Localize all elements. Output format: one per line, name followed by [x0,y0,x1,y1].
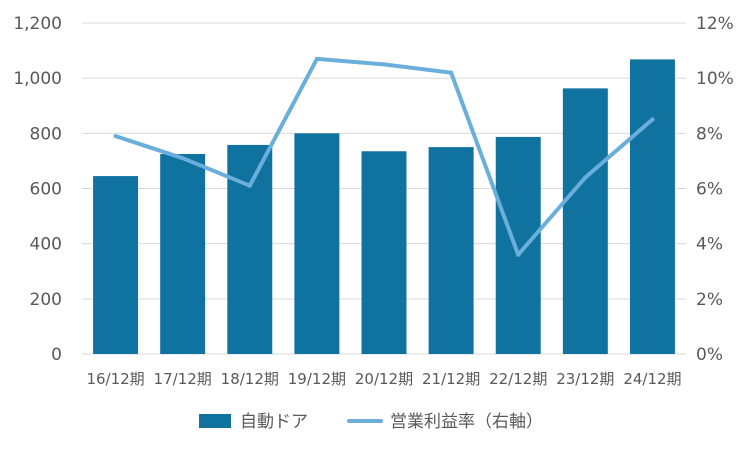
bar-series [93,59,675,354]
y-right-tick-label: 2% [696,290,723,310]
line-point [314,56,319,61]
y-left-tick-label: 600 [30,180,62,200]
x-tick-label: 21/12期 [422,370,480,388]
bar [428,147,474,354]
bar [294,133,340,354]
y-left-tick-label: 200 [30,290,62,310]
bar [629,59,675,354]
bar [562,88,608,354]
x-tick-label: 19/12期 [288,370,346,388]
legend-swatch-bar [199,414,231,428]
category-axis: 16/12期 17/12期 18/12期 19/12期 20/12期 21/12期 22/1… [86,370,681,388]
bar [227,144,273,354]
legend-item-bar: 自動ドア [199,412,308,432]
line-series [113,56,655,257]
x-tick-label: 22/12期 [489,370,547,388]
line-point [516,252,521,257]
legend-item-line: 営業利益率（右軸） [347,412,543,432]
x-tick-label: 20/12期 [355,370,413,388]
x-tick-label: 17/12期 [154,370,212,388]
y-left-tick-label: 1,000 [13,69,62,89]
line-point [180,156,185,161]
x-tick-label: 16/12期 [86,370,144,388]
y-right-tick-label: 6% [696,180,723,200]
line-point [113,134,118,139]
line-point [583,175,588,180]
y-right-tick-label: 8% [696,124,723,144]
line-point [247,183,252,188]
y-left-tick-label: 400 [30,235,62,255]
bar [93,176,139,354]
y-left-tick-label: 800 [30,124,62,144]
y-right-tick-label: 12% [696,14,734,34]
x-tick-label: 18/12期 [221,370,279,388]
line-point [650,117,655,122]
legend: 自動ドア 営業利益率（右軸） [199,412,543,432]
y-left-tick-label: 1,200 [13,14,62,34]
x-tick-label: 24/12期 [623,370,681,388]
y-right-tick-label: 10% [696,69,734,89]
right-axis: 0% 2% 4% 6% 8% 10% 12% [696,14,734,365]
bar [361,151,407,354]
bar [495,136,541,354]
legend-label-bar: 自動ドア [240,412,308,432]
left-axis: 0 200 400 600 800 1,000 1,200 [13,14,62,365]
y-right-tick-label: 0% [696,345,723,365]
y-right-tick-label: 4% [696,235,723,255]
bar [160,154,206,354]
line-point [449,70,454,75]
y-left-tick-label: 0 [51,345,62,365]
x-tick-label: 23/12期 [556,370,614,388]
line-point [382,62,386,67]
legend-label-line: 営業利益率（右軸） [390,412,543,432]
